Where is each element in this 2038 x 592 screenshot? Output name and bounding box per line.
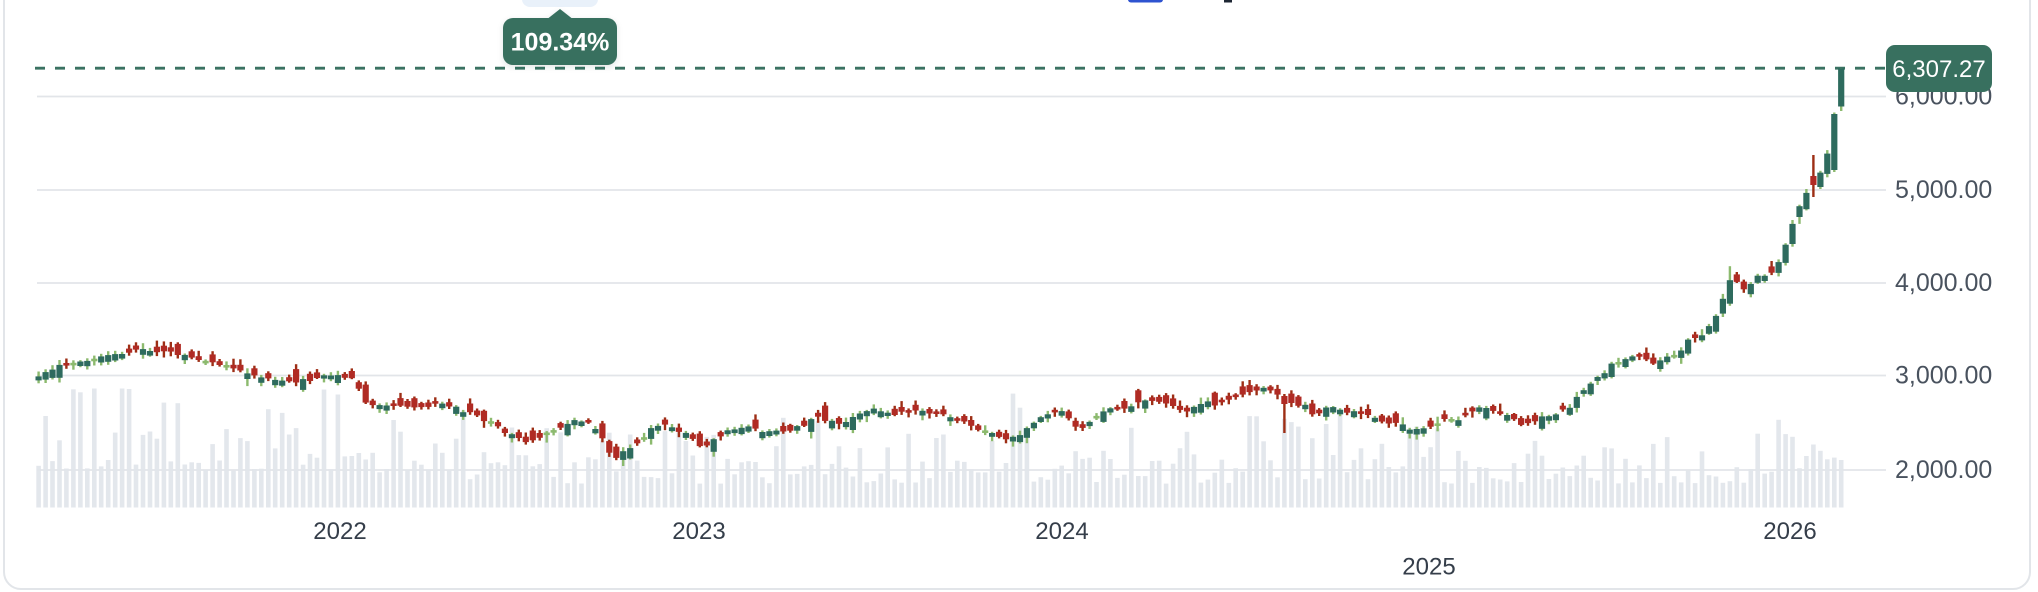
svg-text:4,000.00: 4,000.00 xyxy=(1895,269,1992,297)
svg-text:2025: 2025 xyxy=(1402,554,1455,581)
svg-text:2024: 2024 xyxy=(1035,518,1088,545)
svg-text:2026: 2026 xyxy=(1763,518,1816,545)
svg-text:109.34%: 109.34% xyxy=(511,29,610,57)
svg-text:3,000.00: 3,000.00 xyxy=(1895,362,1992,390)
svg-text:2,000.00: 2,000.00 xyxy=(1895,456,1992,484)
svg-text:2023: 2023 xyxy=(672,518,725,545)
svg-text:6,307.27: 6,307.27 xyxy=(1892,56,1985,83)
svg-text:5,000.00: 5,000.00 xyxy=(1895,176,1992,204)
svg-text:2022: 2022 xyxy=(313,518,366,545)
